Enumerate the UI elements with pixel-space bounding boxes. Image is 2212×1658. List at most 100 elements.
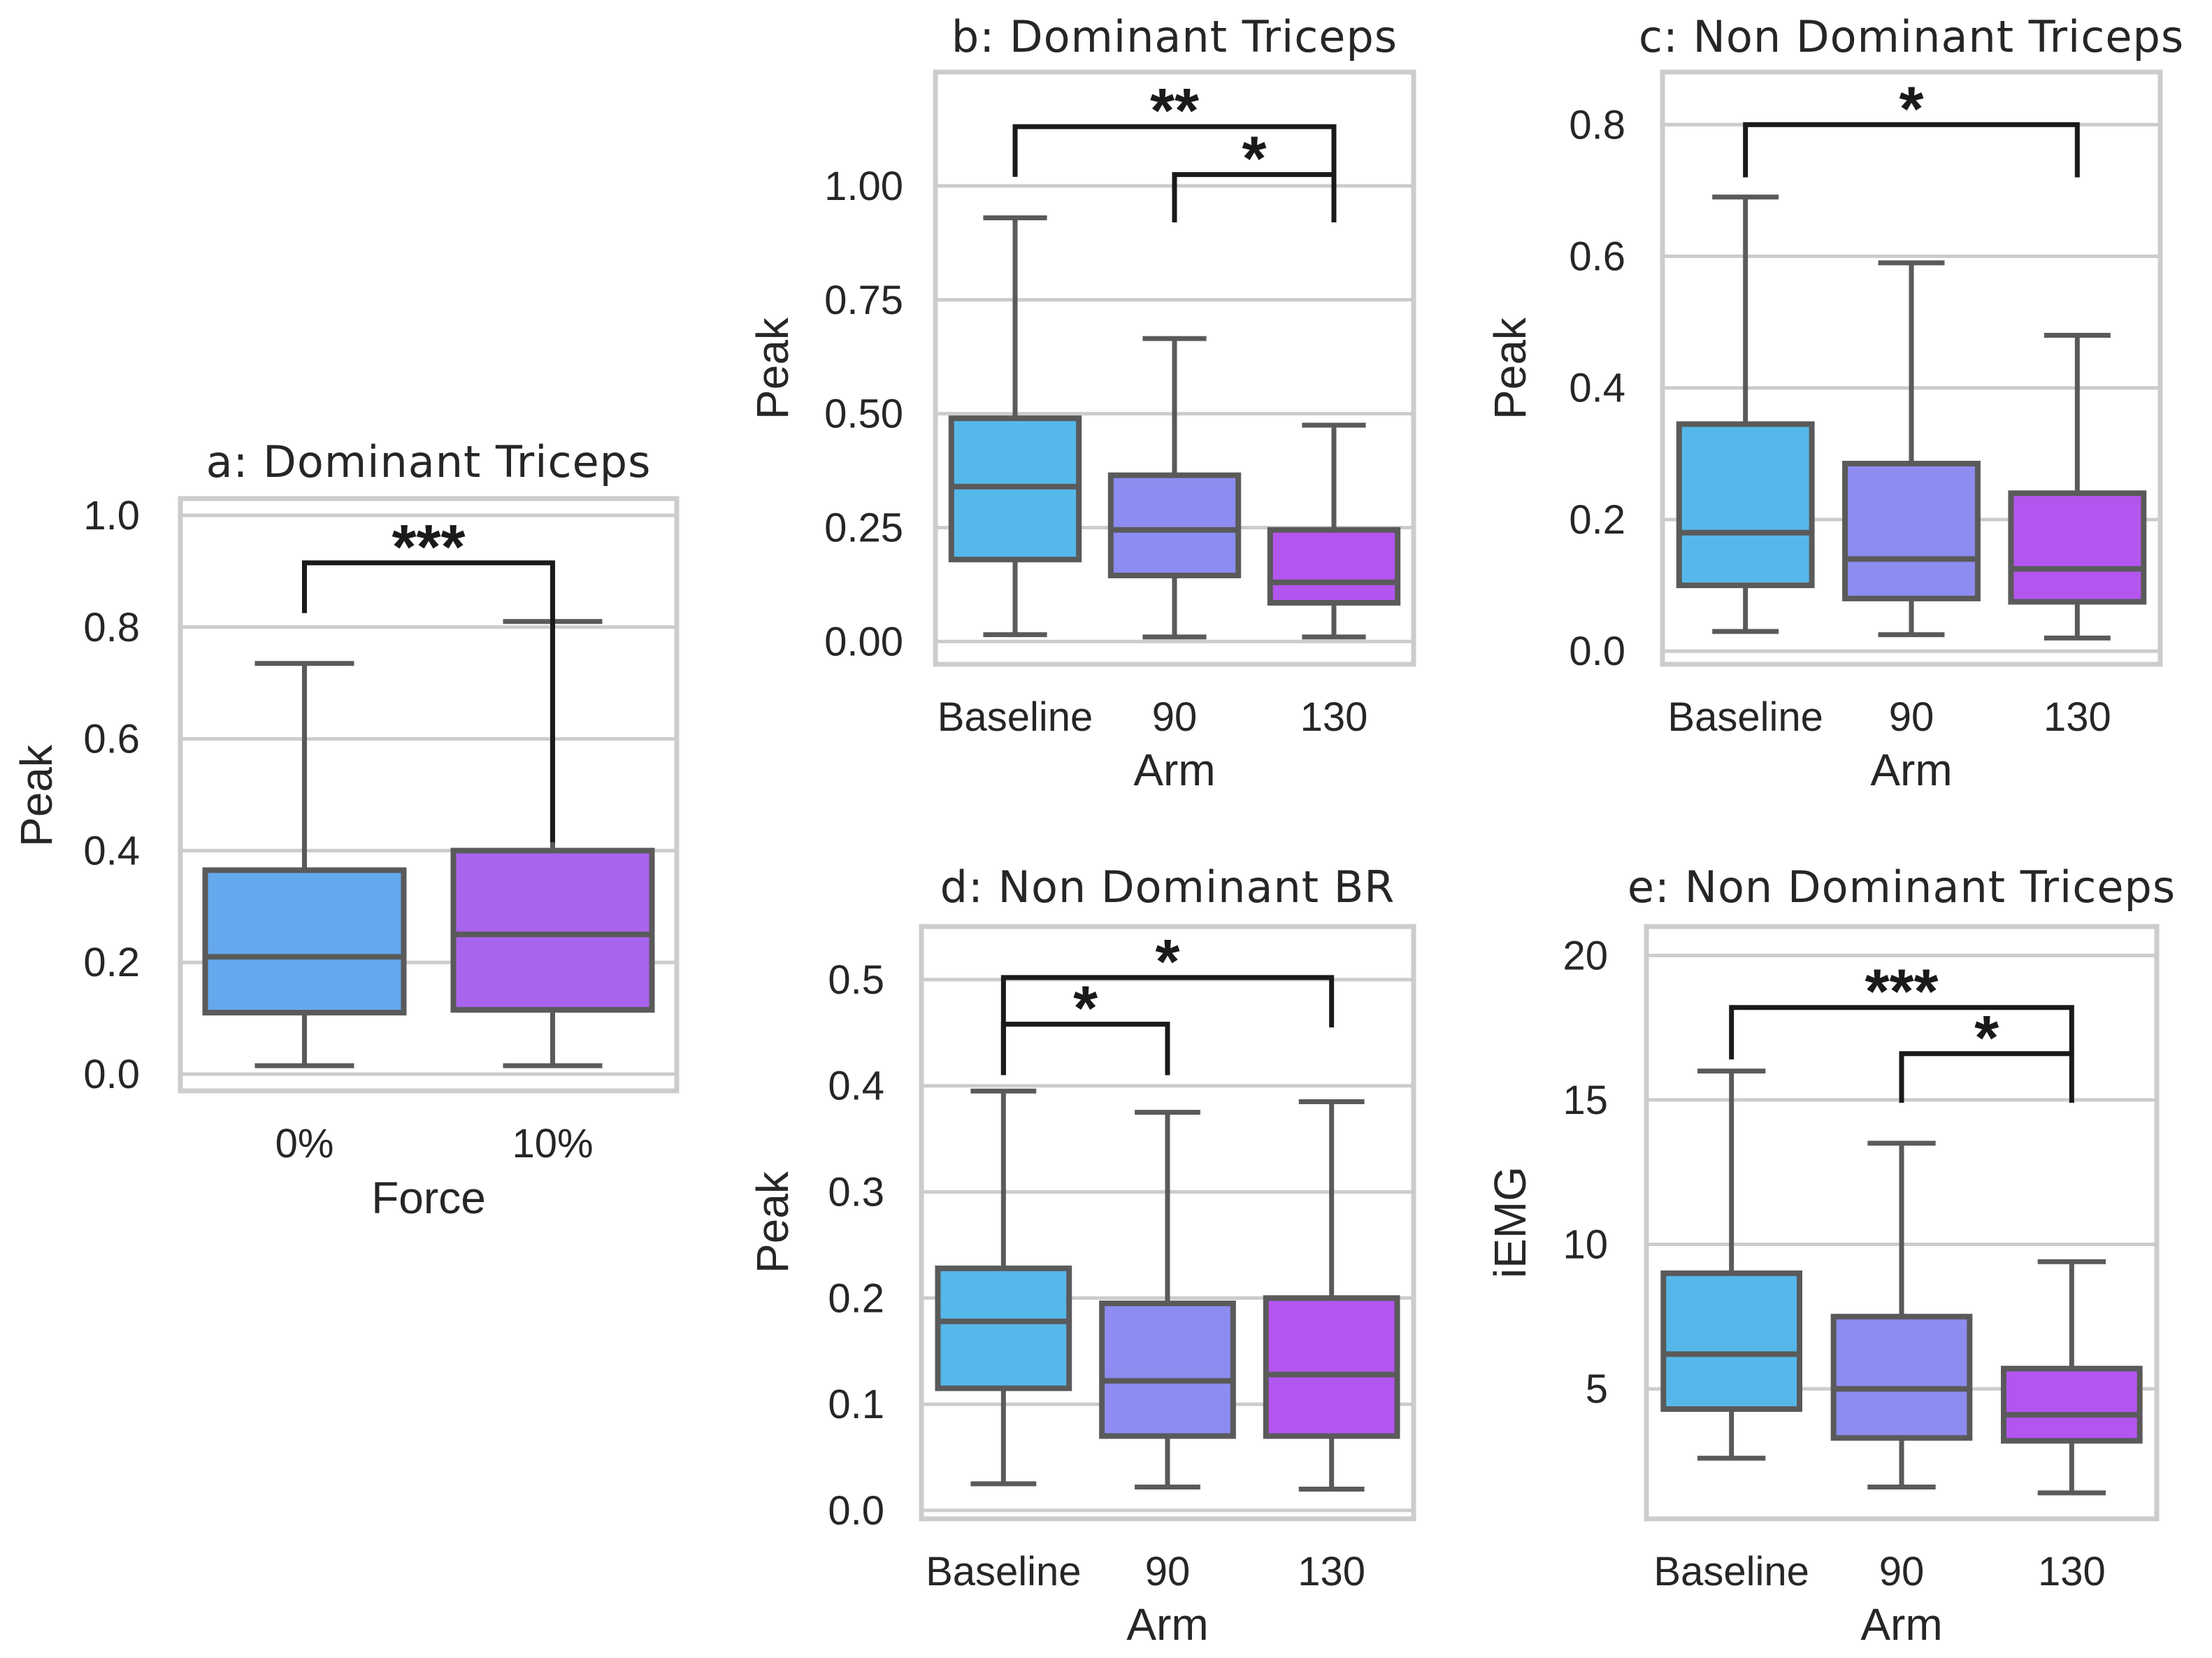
box-0pct: [202, 661, 407, 1069]
x-tick-label: Baseline: [938, 694, 1093, 740]
y-tick-label: 0.75: [824, 278, 903, 323]
x-tick-label: 90: [1145, 1549, 1191, 1594]
plot-frame: [1660, 69, 2163, 667]
y-tick-label: 0.25: [824, 506, 903, 551]
panel-a: 0.0 0.2 0.4 0.6 0.8 1.0 0% 10% *** a: Dominant Tr…: [11, 436, 680, 1223]
y-tick-label: 20: [1563, 933, 1608, 978]
significance-bracket: [1000, 1022, 1170, 1075]
panel-d: 0.0 0.1 0.2 0.3 0.4 0.5 Baseline 90 130 * * d: Non …: [747, 862, 1416, 1650]
y-tick-label: 0.6: [1569, 234, 1625, 280]
x-axis-label: Force: [371, 1173, 486, 1223]
box-130: [2008, 332, 2147, 641]
chart-title: c: Non Dominant Triceps: [1639, 11, 2184, 62]
x-axis-label: Arm: [1126, 1599, 1208, 1650]
y-axis-label: Peak: [747, 1171, 798, 1273]
x-axis-label: Arm: [1860, 1599, 1942, 1650]
box-90: [1107, 336, 1242, 640]
y-tick-label: 0.00: [824, 619, 903, 664]
y-tick-label: 0.4: [83, 828, 140, 873]
y-tick-label: 0.4: [828, 1064, 884, 1109]
chart-title: d: Non Dominant BR: [940, 862, 1395, 913]
chart-title: e: Non Dominant Triceps: [1628, 862, 2176, 913]
significance-label: ***: [392, 513, 465, 583]
x-tick-label: 90: [1889, 694, 1934, 740]
significance-label: *: [1242, 124, 1266, 194]
y-tick-label: 0.4: [1569, 366, 1625, 411]
y-tick-label: 0.0: [1569, 629, 1625, 674]
chart-title: b: Dominant Triceps: [951, 11, 1398, 62]
significance-bracket: [1729, 1005, 2074, 1060]
x-axis-label: Arm: [1870, 745, 1952, 795]
iqr-box: [1099, 1300, 1236, 1439]
y-tick-label: 1.0: [83, 493, 140, 538]
iqr-box: [2008, 490, 2147, 605]
y-tick-label: 0.1: [828, 1382, 884, 1427]
y-tick-label: 5: [1586, 1366, 1608, 1412]
y-tick-label: 0.2: [83, 940, 140, 985]
significance-label: *: [1155, 927, 1179, 997]
y-tick-label: 0.3: [828, 1169, 884, 1215]
iqr-box: [1660, 1270, 1802, 1412]
iqr-box: [1263, 1295, 1400, 1439]
box-90: [1830, 1141, 1973, 1490]
significance-label: *: [1073, 974, 1098, 1044]
box-130: [1263, 1099, 1400, 1492]
significance-bracket: [1172, 172, 1337, 223]
x-tick-label: 0%: [275, 1121, 334, 1166]
y-tick-label: 0.5: [828, 957, 884, 1003]
panel-c: 0.0 0.2 0.4 0.6 0.8 Baseline 90 130 * c: Non Domi…: [1485, 11, 2184, 795]
y-tick-label: 0.0: [83, 1052, 140, 1097]
iqr-box: [2001, 1366, 2143, 1444]
significance-label: ***: [1865, 957, 1938, 1027]
iqr-box: [1676, 421, 1815, 589]
iqr-box: [1107, 472, 1242, 578]
box-baseline: [948, 215, 1082, 638]
iqr-box: [202, 867, 407, 1016]
x-tick-label: Baseline: [1653, 1549, 1809, 1594]
x-axis-label: Arm: [1133, 745, 1215, 795]
iqr-box: [450, 848, 655, 1013]
iqr-box: [1830, 1313, 1973, 1441]
x-tick-label: 130: [1300, 694, 1368, 740]
x-tick-label: 130: [1298, 1549, 1365, 1594]
x-tick-label: Baseline: [926, 1549, 1081, 1594]
x-tick-label: Baseline: [1667, 694, 1823, 740]
y-tick-label: 10: [1563, 1222, 1608, 1267]
y-tick-label: 0.2: [828, 1275, 884, 1321]
plot-frame: [1644, 924, 2160, 1522]
y-axis-label: Peak: [1485, 317, 1535, 420]
iqr-box: [1267, 527, 1401, 606]
box-130: [2001, 1259, 2143, 1496]
iqr-box: [1842, 460, 1981, 601]
y-tick-label: 0.8: [1569, 102, 1625, 148]
x-tick-label: 10%: [512, 1121, 593, 1166]
x-tick-label: 90: [1879, 1549, 1925, 1594]
significance-bracket: [1899, 1051, 2074, 1103]
significance-bracket: [302, 560, 555, 843]
y-axis-label: iEMG: [1485, 1166, 1535, 1278]
x-tick-label: 90: [1152, 694, 1198, 740]
plot-frame: [933, 69, 1416, 667]
x-tick-label: 130: [2038, 1549, 2106, 1594]
y-tick-label: 0.8: [83, 605, 140, 650]
y-tick-label: 0.2: [1569, 497, 1625, 543]
box-baseline: [935, 1088, 1072, 1487]
iqr-box: [935, 1265, 1072, 1392]
y-tick-label: 15: [1563, 1078, 1608, 1123]
significance-bracket: [1743, 122, 2080, 178]
chart-title: a: Dominant Triceps: [206, 436, 652, 487]
x-tick-label: 130: [2044, 694, 2111, 740]
y-tick-label: 0.6: [83, 717, 140, 762]
box-baseline: [1660, 1069, 1802, 1461]
y-tick-label: 1.00: [824, 164, 903, 209]
y-tick-label: 0.0: [828, 1488, 884, 1534]
plot-frame: [178, 496, 680, 1094]
y-axis-label: Peak: [11, 744, 62, 847]
box-130: [1267, 422, 1401, 640]
y-tick-label: 0.50: [824, 392, 903, 437]
significance-label: *: [1899, 74, 1923, 144]
box-90: [1842, 260, 1981, 638]
